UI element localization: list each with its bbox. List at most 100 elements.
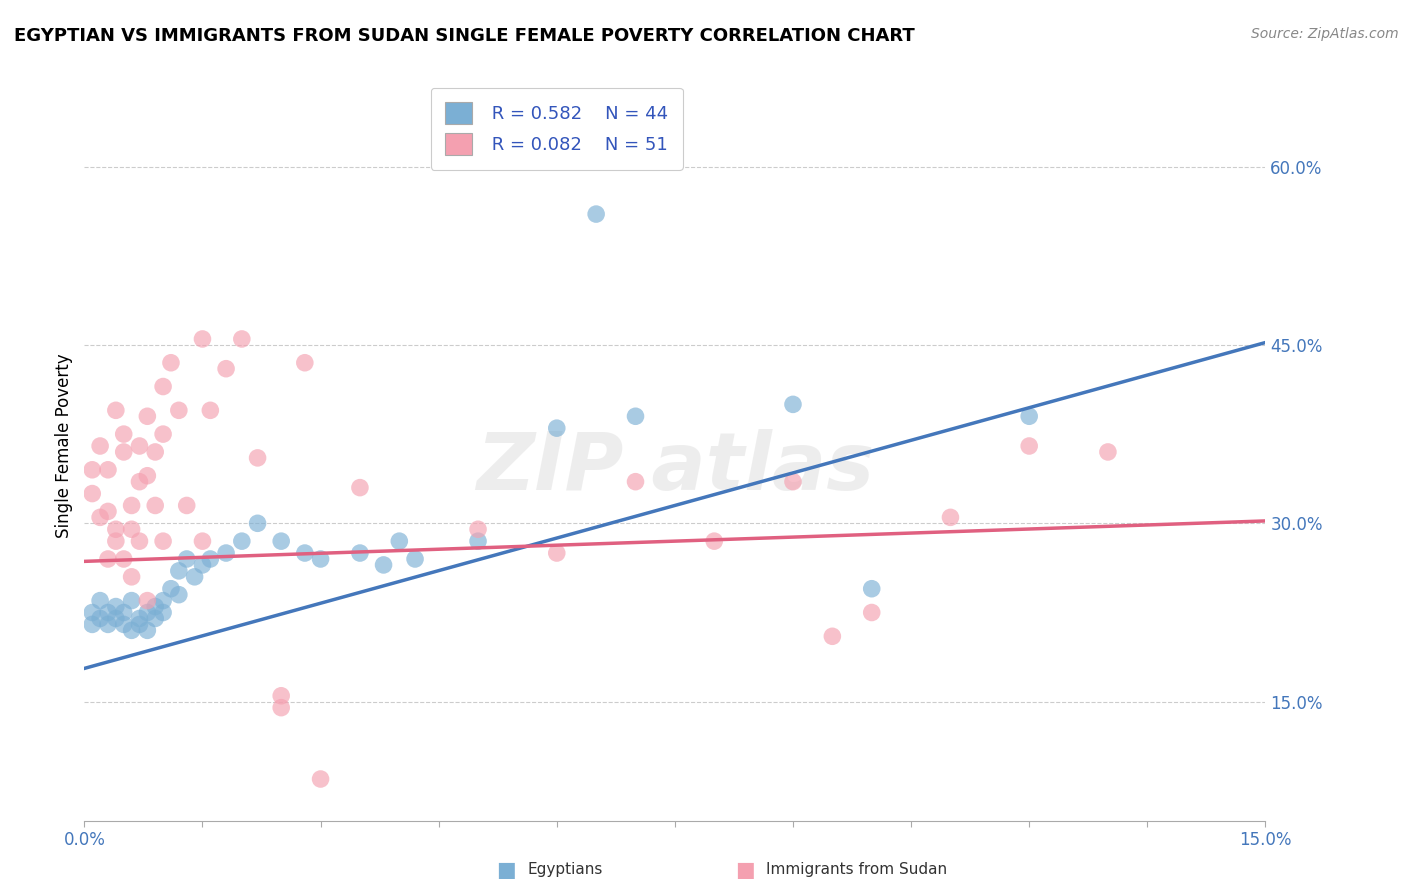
Text: ZIP atlas: ZIP atlas [475,429,875,508]
Point [152,534,174,549]
Point [82,617,104,632]
Point [121,499,143,513]
Point [782,475,804,489]
Point [97,552,120,566]
Point [309,552,332,566]
Point [624,475,647,489]
Point [128,611,150,625]
Point [246,450,269,465]
Point [231,534,253,549]
Point [467,534,489,549]
Point [167,588,190,602]
Point [309,772,332,786]
Point [136,409,159,424]
Point [97,463,120,477]
Point [294,356,316,370]
Point [939,510,962,524]
Point [167,564,190,578]
Point [112,606,135,620]
Point [821,629,844,643]
Point [270,689,292,703]
Point [112,552,135,566]
Point [136,606,159,620]
Point [388,534,411,549]
Point [128,534,150,549]
Point [1018,409,1040,424]
Point [136,593,159,607]
Point [191,558,214,572]
Point [104,403,127,417]
Text: Egyptians: Egyptians [527,863,603,877]
Point [112,427,135,442]
Point [215,546,238,560]
Point [782,397,804,411]
Point [270,534,292,549]
Point [152,593,174,607]
Point [89,611,111,625]
Point [121,570,143,584]
Point [160,582,183,596]
Point [231,332,253,346]
Legend:  R = 0.582    N = 44,  R = 0.082    N = 51: R = 0.582 N = 44, R = 0.082 N = 51 [430,88,683,169]
Point [270,700,292,714]
Point [404,552,426,566]
Point [104,522,127,536]
Point [860,582,883,596]
Point [136,624,159,638]
Point [860,606,883,620]
Point [467,522,489,536]
Point [89,510,111,524]
Point [121,624,143,638]
Point [82,486,104,500]
Point [176,499,198,513]
Point [104,599,127,614]
Point [143,599,166,614]
Text: Source: ZipAtlas.com: Source: ZipAtlas.com [1251,27,1399,41]
Point [89,593,111,607]
Point [128,617,150,632]
Point [121,522,143,536]
Point [136,468,159,483]
Point [89,439,111,453]
Point [112,445,135,459]
Point [97,617,120,632]
Text: EGYPTIAN VS IMMIGRANTS FROM SUDAN SINGLE FEMALE POVERTY CORRELATION CHART: EGYPTIAN VS IMMIGRANTS FROM SUDAN SINGLE… [14,27,915,45]
Y-axis label: Single Female Poverty: Single Female Poverty [55,354,73,538]
Point [546,546,568,560]
Point [160,356,183,370]
Text: ■: ■ [735,860,755,880]
Point [167,403,190,417]
Text: Immigrants from Sudan: Immigrants from Sudan [766,863,948,877]
Point [82,463,104,477]
Point [176,552,198,566]
Point [97,504,120,518]
Point [143,611,166,625]
Point [112,617,135,632]
Point [546,421,568,435]
Point [82,606,104,620]
Point [200,403,222,417]
Point [128,475,150,489]
Point [104,534,127,549]
Point [191,534,214,549]
Point [1018,439,1040,453]
Point [152,379,174,393]
Point [104,611,127,625]
Point [294,546,316,560]
Point [183,570,205,584]
Point [152,606,174,620]
Point [624,409,647,424]
Point [128,439,150,453]
Point [97,606,120,620]
Point [1097,445,1119,459]
Point [246,516,269,531]
Point [143,499,166,513]
Point [143,445,166,459]
Point [349,546,371,560]
Point [349,481,371,495]
Point [703,534,725,549]
Point [373,558,395,572]
Point [200,552,222,566]
Point [152,427,174,442]
Point [191,332,214,346]
